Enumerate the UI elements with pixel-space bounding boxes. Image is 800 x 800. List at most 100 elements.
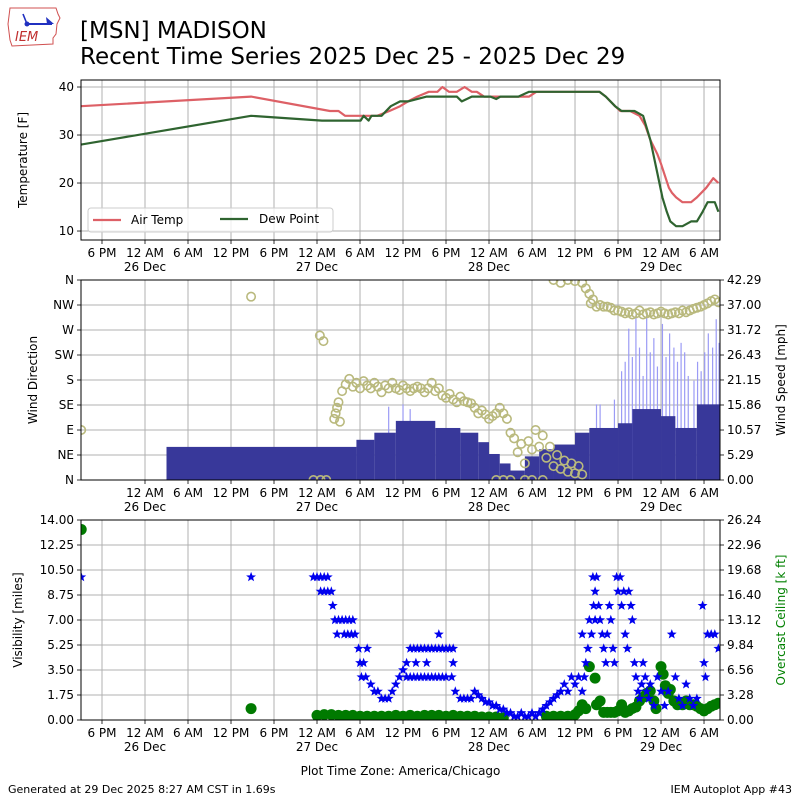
wind-direction-marker	[530, 424, 541, 435]
ceiling-tick-label: 22.96	[727, 538, 761, 552]
x-tick-label: 12 PM	[557, 486, 594, 500]
visibility-marker	[401, 657, 412, 668]
wind-speed-bar	[460, 432, 479, 480]
visibility-marker	[598, 643, 609, 653]
visibility-marker	[552, 689, 562, 700]
visibility-tick-label: 5.25	[47, 638, 74, 652]
x-tick-label: 12 AM	[470, 246, 508, 260]
visibility-tick-label: 12.25	[40, 538, 74, 552]
visibility-marker	[441, 671, 451, 682]
visibility-marker	[709, 629, 720, 639]
x-axis-label: Plot Time Zone: America/Chicago	[301, 764, 501, 778]
wind-direction-marker	[713, 297, 720, 308]
visibility-marker	[322, 586, 333, 596]
visibility-marker	[347, 614, 358, 625]
wind-direction-marker	[246, 291, 257, 302]
wind-direction-marker	[562, 466, 573, 477]
visibility-marker	[616, 600, 627, 610]
visibility-marker	[408, 671, 419, 682]
visibility-marker	[476, 693, 487, 703]
wind-gust-bar	[673, 347, 675, 480]
ceiling-marker	[594, 695, 606, 707]
visibility-marker	[699, 657, 709, 668]
wind-speed-bar	[510, 470, 525, 480]
visibility-marker	[591, 571, 602, 582]
wind-direction-marker	[318, 336, 329, 347]
visibility-marker	[555, 686, 566, 696]
x-tick-label: 6 AM	[173, 486, 203, 500]
x-tick-label: 12 AM	[642, 726, 680, 740]
temperature-series	[81, 85, 720, 228]
visibility-marker	[580, 657, 591, 668]
speed-tick-label: 31.72	[727, 323, 761, 337]
visibility-marker	[566, 671, 577, 682]
visibility-marker	[344, 614, 355, 625]
x-tick-label: 6 AM	[345, 486, 375, 500]
visibility-marker	[688, 700, 699, 710]
dir-tick-label: NE	[57, 448, 74, 462]
x-tick-label: 6 PM	[259, 726, 288, 740]
visibility-marker	[656, 686, 666, 696]
visibility-marker	[633, 686, 643, 696]
x-tick-label: 6 AM	[689, 486, 719, 500]
visibility-marker	[645, 679, 656, 689]
speed-tick-label: 26.43	[727, 348, 761, 362]
visibility-marker	[433, 629, 444, 639]
wind-direction-marker	[519, 458, 530, 469]
wind-speed-bar	[395, 420, 436, 480]
visibility-tick-label: 7.00	[47, 613, 74, 627]
logo-text: IEM	[15, 30, 38, 45]
station-title: [MSN] MADISON	[80, 18, 267, 44]
x-tick-label: 6 PM	[87, 726, 116, 740]
wind-gust-bar	[631, 357, 633, 480]
visibility-marker	[562, 686, 573, 696]
x-tick-label: 6 PM	[431, 726, 460, 740]
x-tick-label: 12 AM	[298, 246, 336, 260]
wind-speed-bar	[618, 423, 633, 480]
visibility-marker	[246, 571, 256, 582]
visibility-marker	[537, 704, 548, 714]
visibility-marker	[319, 586, 330, 596]
ceiling-marker	[589, 672, 601, 684]
visibility-marker	[706, 629, 717, 639]
visibility-marker	[423, 671, 433, 682]
visibility-marker	[387, 686, 398, 696]
visibility-marker	[626, 600, 636, 610]
iowa-outline	[7, 7, 61, 47]
speed-tick-label: 15.86	[727, 398, 761, 412]
visibility-marker	[579, 671, 590, 682]
visibility-marker	[593, 600, 604, 610]
visibility-marker	[634, 693, 645, 703]
x-tick-label: 12 AM	[298, 726, 336, 740]
visibility-marker	[326, 586, 337, 596]
wind-speed-bar	[553, 444, 576, 480]
y-tick-label: 10	[59, 224, 74, 238]
x-tick-label: 12 PM	[557, 246, 594, 260]
x-date-label: 27 Dec	[296, 500, 338, 514]
visibility-marker	[473, 689, 484, 700]
wind-speed-axis-label: Wind Speed [mph]	[774, 324, 788, 436]
visibility-tick-label: 1.75	[47, 688, 74, 702]
visibility-marker	[411, 657, 421, 668]
dir-tick-label: SE	[59, 398, 74, 412]
x-tick-label: 12 PM	[385, 246, 422, 260]
visibility-marker	[523, 711, 534, 720]
visibility-marker	[530, 711, 541, 720]
visibility-marker	[426, 671, 437, 682]
visibility-marker	[426, 643, 437, 653]
x-tick-label: 6 AM	[689, 726, 719, 740]
wind-direction-axis-label: Wind Direction	[26, 336, 40, 424]
x-tick-label: 12 AM	[126, 726, 164, 740]
x-tick-label: 12 AM	[470, 726, 508, 740]
wind-gust-bar	[684, 352, 686, 480]
x-tick-label: 12 PM	[385, 486, 422, 500]
visibility-marker	[659, 700, 670, 710]
visibility-marker	[423, 643, 433, 653]
visibility-marker	[622, 643, 633, 653]
ceiling-tick-label: 13.12	[727, 613, 761, 627]
visibility-marker	[611, 571, 622, 582]
dir-tick-label: NW	[53, 298, 74, 312]
visibility-marker	[643, 693, 654, 703]
visibility-marker	[615, 571, 626, 582]
